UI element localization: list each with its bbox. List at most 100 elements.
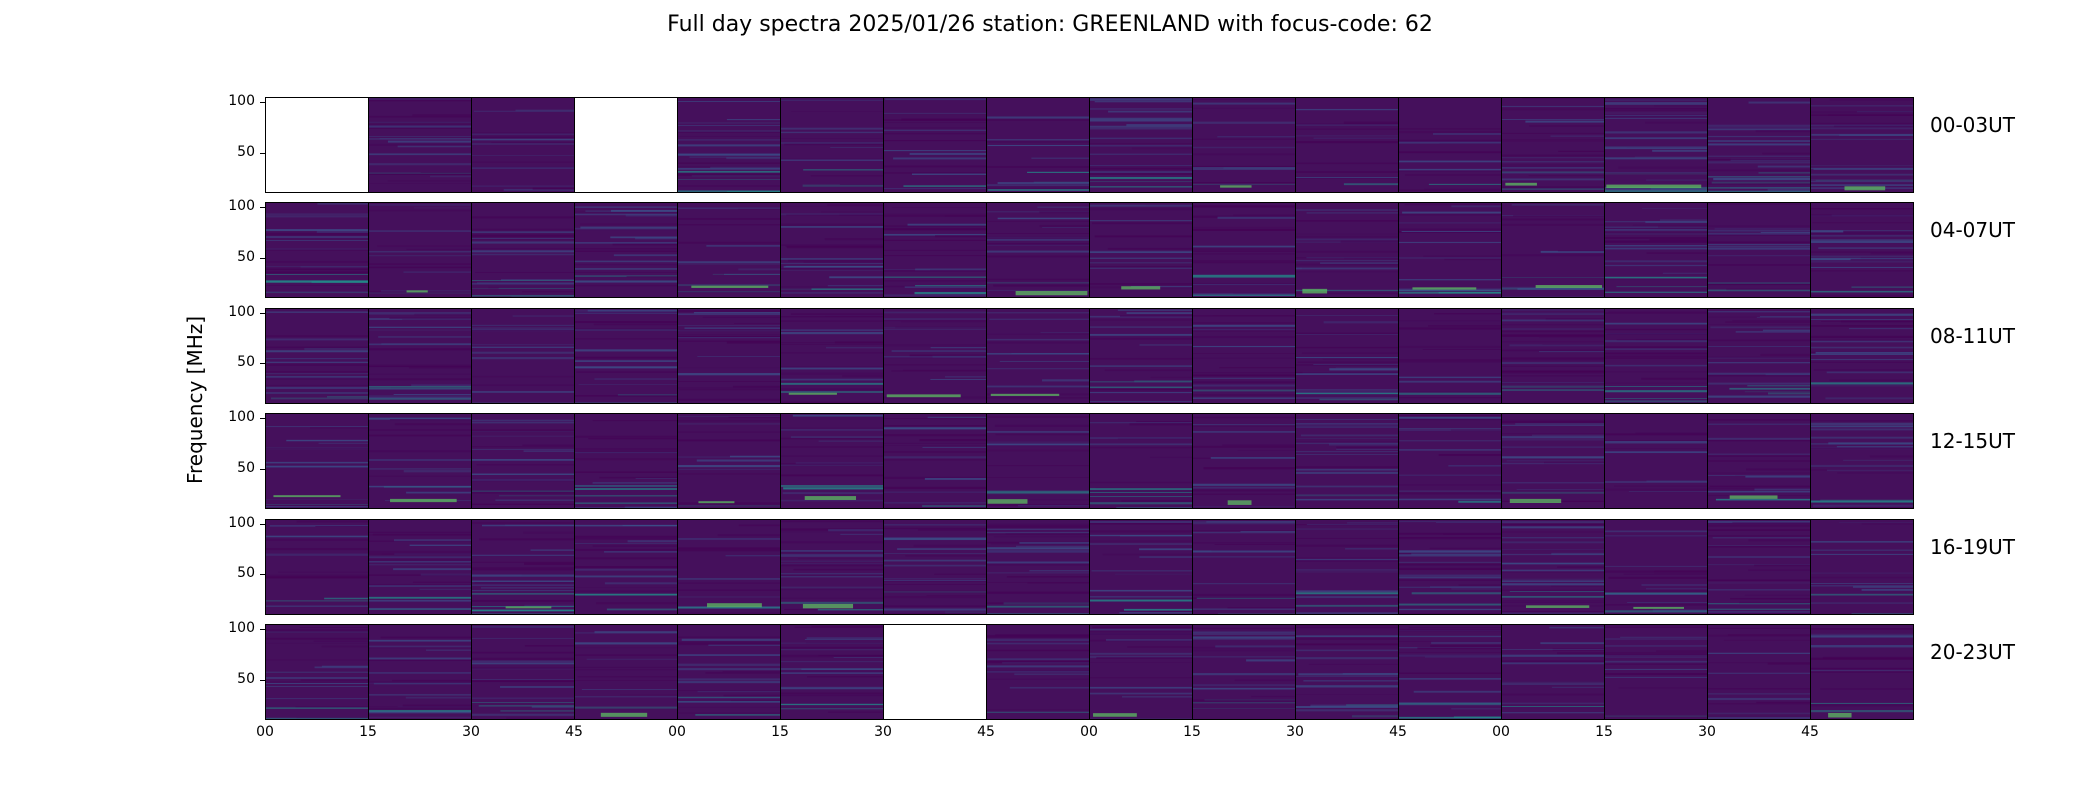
spectral-line — [266, 384, 368, 386]
spectral-line — [987, 642, 1089, 644]
spectral-line — [1017, 505, 1089, 507]
spectral-line — [1502, 702, 1604, 705]
spectral-line — [1605, 146, 1707, 149]
spectrum-panel — [986, 307, 1090, 404]
spectral-line — [472, 327, 574, 329]
spectral-line — [474, 581, 574, 583]
spectral-line — [1399, 228, 1501, 231]
spectral-line — [732, 385, 780, 388]
spectral-line — [884, 591, 986, 592]
spectral-line — [1193, 99, 1295, 100]
spectral-line — [266, 229, 368, 232]
spectral-line — [987, 352, 1089, 355]
spectral-line — [922, 505, 986, 508]
spectral-line — [678, 340, 780, 342]
row-label: 16-19UT — [1930, 534, 2015, 559]
spectral-line — [1754, 488, 1810, 491]
spectral-line — [1708, 652, 1810, 654]
spectral-line — [575, 548, 677, 551]
spectral-line — [1708, 395, 1810, 397]
spectral-line — [1296, 389, 1398, 391]
spectrum-heatmap — [1502, 308, 1604, 403]
spectrum-panel — [677, 97, 781, 193]
spectral-line — [266, 338, 368, 341]
spectral-line — [1811, 179, 1913, 181]
spectral-line — [1138, 547, 1192, 550]
spectral-line — [1399, 568, 1501, 570]
spectral-line — [913, 544, 986, 547]
spectral-line — [1301, 352, 1398, 354]
spectral-line — [811, 288, 883, 291]
spectral-line — [1818, 247, 1913, 250]
spectral-line — [1628, 491, 1707, 493]
spectral-line — [594, 377, 677, 380]
spectral-line — [915, 268, 986, 271]
spectral-line — [1605, 668, 1707, 670]
spectrum-heatmap — [1708, 98, 1810, 192]
spectral-line — [1203, 467, 1295, 470]
spectral-line — [1745, 475, 1810, 478]
spectral-line — [1712, 537, 1810, 538]
spectral-line — [1502, 277, 1604, 279]
spectral-line — [1708, 127, 1810, 129]
spectrum-heatmap — [1708, 519, 1810, 614]
spectral-line — [1399, 440, 1501, 442]
spectral-line — [1605, 229, 1707, 232]
spectral-line — [1193, 684, 1295, 687]
spectral-line — [588, 438, 677, 440]
spectrum-heatmap — [781, 519, 883, 614]
spectral-line — [1296, 261, 1398, 263]
spectral-line — [884, 487, 986, 490]
spectral-line — [678, 706, 780, 708]
spectral-line — [1502, 309, 1604, 311]
spectral-line — [987, 368, 1089, 369]
spectral-line — [1623, 573, 1707, 575]
spectral-line — [911, 173, 986, 175]
spectral-line — [1196, 597, 1295, 599]
spectral-line — [791, 111, 883, 112]
spectral-line — [1502, 370, 1604, 374]
spectral-line — [1826, 469, 1913, 472]
spectral-line — [1090, 137, 1192, 140]
spectral-line — [1145, 204, 1192, 207]
spectral-line — [1090, 266, 1192, 268]
spectral-line — [987, 499, 1089, 501]
spectrum-panel — [780, 518, 884, 615]
heatmap-background — [1399, 203, 1501, 298]
spectral-line — [1811, 443, 1913, 445]
x-tick-label: 45 — [1801, 724, 1819, 740]
spectrum-panel — [1604, 518, 1708, 615]
spectral-line — [781, 586, 883, 589]
spectral-line — [1193, 229, 1295, 232]
spectral-line — [804, 639, 883, 640]
spectral-line — [689, 156, 780, 158]
spectral-line — [1502, 382, 1604, 383]
spectral-line — [1090, 692, 1192, 695]
spectral-line — [575, 311, 677, 314]
spectral-line — [1642, 208, 1707, 210]
spectral-line — [1399, 579, 1501, 581]
spectral-line — [678, 224, 780, 226]
spectrum-panel — [574, 202, 678, 299]
spectral-line — [1090, 677, 1192, 679]
spectral-line — [575, 654, 677, 656]
bright-band — [1220, 185, 1252, 188]
spectrum-panel — [883, 202, 987, 299]
x-tick-label: 45 — [565, 724, 583, 740]
spectral-line — [1502, 706, 1604, 707]
spectral-line — [575, 542, 677, 544]
spectral-line — [1296, 499, 1398, 501]
heatmap-background — [1193, 98, 1295, 192]
spectral-line — [994, 424, 1089, 428]
spectral-line — [1423, 255, 1501, 258]
heatmap-background — [1090, 414, 1192, 509]
spectral-line — [575, 537, 677, 540]
spectral-line — [266, 346, 368, 348]
spectral-line — [1605, 240, 1707, 243]
spectrum-heatmap — [472, 98, 574, 192]
spectral-line — [472, 446, 574, 448]
spectral-line — [987, 528, 1089, 530]
spectral-line — [1811, 447, 1913, 450]
spectral-line — [1517, 288, 1604, 291]
spectral-line — [678, 190, 780, 192]
